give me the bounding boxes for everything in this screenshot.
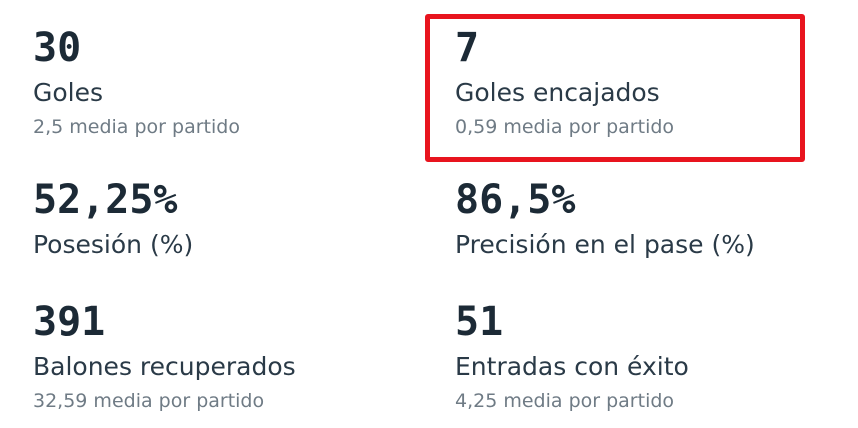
highlight-box xyxy=(425,14,805,162)
stat-value: 391 xyxy=(33,299,106,345)
stat-recoveries: 391 Balones recuperados 32,59 media por … xyxy=(33,300,393,414)
stat-goals-conceded: 7 Goles encajados 0,59 media por partido xyxy=(455,26,815,140)
stat-label: Goles xyxy=(33,78,104,107)
stat-label: Posesión (%) xyxy=(33,230,194,259)
stat-possession: 52,25% Posesión (%) xyxy=(33,178,393,262)
stat-goals: 30 Goles 2,5 media por partido xyxy=(33,26,393,140)
stat-sub: 0,59 media por partido xyxy=(455,116,675,138)
stat-successful-tackles: 51 Entradas con éxito 4,25 media por par… xyxy=(455,300,815,414)
stat-label: Goles encajados xyxy=(455,78,660,107)
stat-value: 30 xyxy=(33,25,82,71)
stat-sub: 4,25 media por partido xyxy=(455,390,675,412)
stat-value: 7 xyxy=(455,25,480,71)
stat-label: Balones recuperados xyxy=(33,352,296,381)
stat-sub: 2,5 media por partido xyxy=(33,116,240,138)
stat-pass-accuracy: 86,5% Precisión en el pase (%) xyxy=(455,178,815,262)
stat-label: Precisión en el pase (%) xyxy=(455,230,755,259)
stat-value: 52,25% xyxy=(33,177,178,223)
stat-value: 86,5% xyxy=(455,177,576,223)
stat-sub: 32,59 media por partido xyxy=(33,390,265,412)
stat-label: Entradas con éxito xyxy=(455,352,689,381)
stat-value: 51 xyxy=(455,299,504,345)
